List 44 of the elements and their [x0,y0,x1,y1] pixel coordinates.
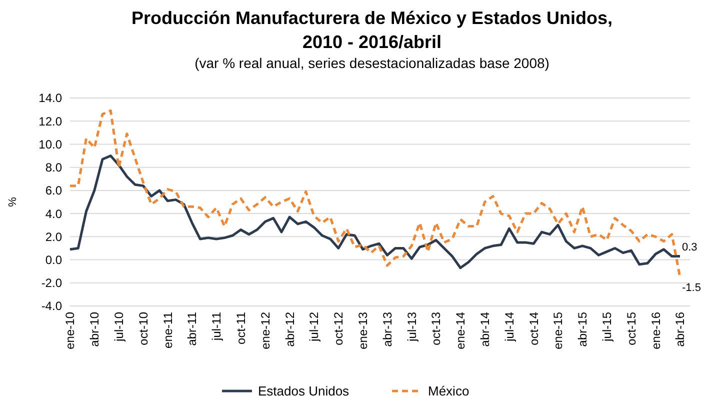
y-tick-label: 2.0 [45,230,62,244]
chart-subtitle: (var % real anual, series desestacionalizadas base 2008) [194,55,550,71]
x-tick-label: jul-11 [210,312,224,342]
x-tick-label: jul-14 [502,312,516,342]
x-tick-label: jul-13 [404,312,419,342]
x-tick-label: ene-16 [648,312,663,350]
y-tick-label: 0.0 [45,252,62,267]
x-tick-label: ene-13 [356,312,370,350]
y-axis-title: % [7,196,19,207]
x-tick-label: abr-14 [478,312,492,347]
y-tick-label: -4.0 [41,299,62,314]
x-tick-label: oct-13 [429,312,444,346]
data-label: -1.5 [682,282,701,294]
x-tick-label: abr-12 [282,312,297,347]
x-tick-label: ene-15 [551,312,566,350]
x-tick-label: oct-10 [136,312,150,346]
y-tick-label: 12.0 [38,114,62,128]
x-tick-label: jul-15 [600,312,614,342]
x-tick-label: abr-11 [185,312,200,346]
y-tick-label: 10.0 [38,137,62,152]
legend-label: Estados Unidos [258,384,350,399]
legend-label: México [428,384,470,399]
x-tick-label: oct-15 [624,312,638,346]
x-tick-label: ene-14 [454,312,468,350]
chart-title: Producción Manufacturera de México y Estados Unidos, 2010 - 2016/abril [131,8,613,52]
y-tick-label: -2.0 [41,276,62,290]
y-tick-label: 8.0 [45,160,62,175]
x-tick-label: jul-10 [112,312,126,342]
x-tick-label: ene-10 [63,312,78,350]
x-tick-label: jul-12 [307,312,322,342]
y-tick-label: 6.0 [45,184,62,198]
x-tick-label: abr-15 [576,312,590,347]
x-tick-label: abr-16 [673,312,688,347]
y-tick-label: 4.0 [45,206,62,221]
x-tick-label: oct-14 [526,312,541,346]
x-tick-label: ene-12 [258,312,272,350]
x-tick-label: oct-12 [332,312,346,346]
data-label: 0.3 [682,241,698,254]
x-tick-label: ene-11 [160,312,175,348]
x-tick-label: abr-10 [88,312,102,347]
line-series [68,154,682,270]
x-tick-label: oct-11 [234,312,248,344]
x-tick-label: abr-13 [380,312,394,347]
y-tick-label: 14.0 [38,91,62,106]
